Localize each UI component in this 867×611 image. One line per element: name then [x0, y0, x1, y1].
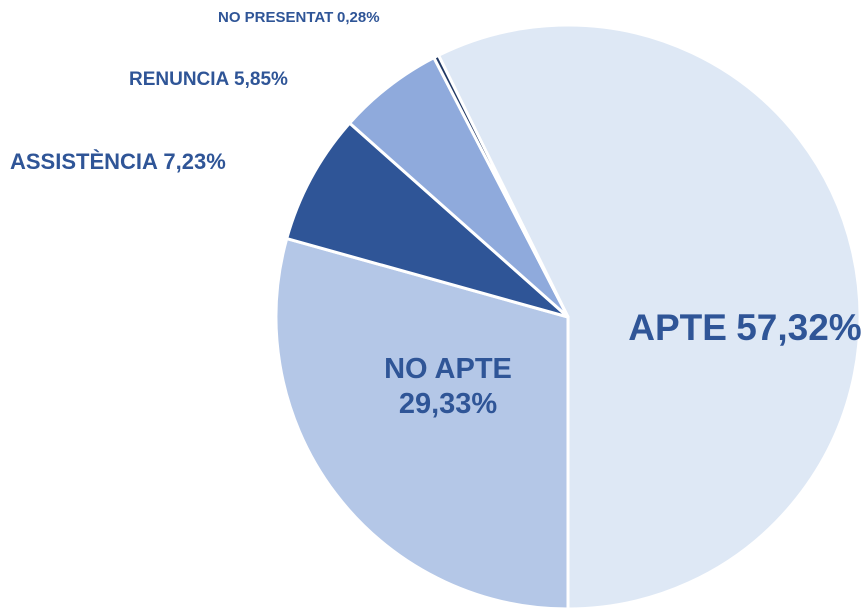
category-label: NO PRESENTAT: [218, 9, 333, 26]
pie-slice: [436, 23, 862, 611]
value-label: 7,23%: [163, 149, 225, 174]
pie-slice: [285, 121, 570, 319]
pie-slice: [274, 237, 570, 611]
slice-label: NO APTE 29,33%: [384, 353, 512, 420]
category-label: APTE: [628, 307, 727, 348]
category-label: NO APTE: [384, 353, 512, 385]
slice-label: APTE 57,32%: [628, 307, 861, 348]
slice-label: RENUNCIA 5,85%: [129, 69, 288, 90]
slice-label: ASSISTÈNCIA 7,23%: [10, 149, 226, 174]
category-label: ASSISTÈNCIA: [10, 149, 158, 174]
category-label: RENUNCIA: [129, 69, 230, 90]
slice-label: NO PRESENTAT 0,28%: [218, 9, 380, 26]
pie-slice: [432, 53, 570, 319]
value-label: 57,32%: [736, 307, 862, 348]
value-label: 5,85%: [234, 69, 288, 90]
value-label: 0,28%: [337, 9, 380, 26]
value-label: 29,33%: [399, 387, 498, 419]
